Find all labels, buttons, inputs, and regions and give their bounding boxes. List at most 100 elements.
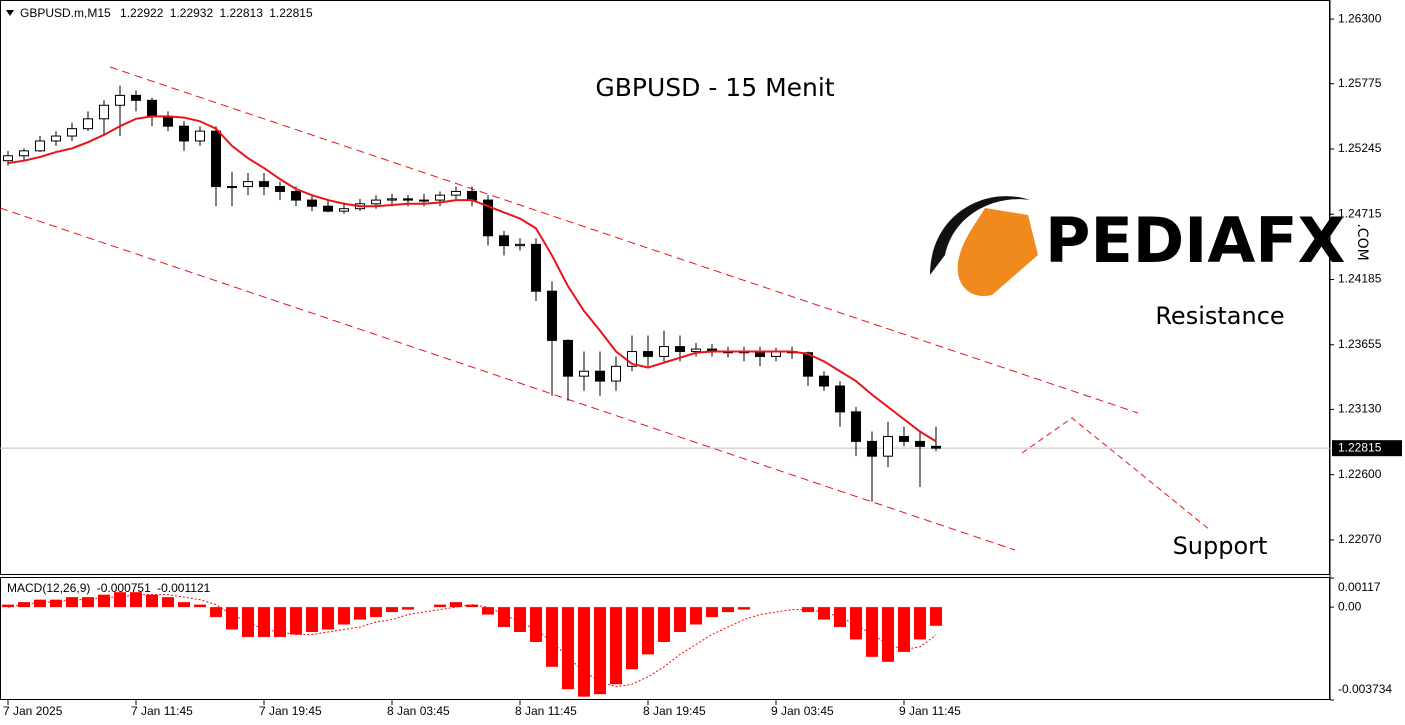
ohlc-value: 1.22922	[120, 6, 164, 20]
y-tick-label: -0.003734	[1338, 682, 1392, 696]
macd-bar	[690, 607, 702, 625]
y-tick-label: 0.00	[1338, 599, 1362, 613]
candle-body	[275, 186, 285, 192]
x-tick-label: 7 Jan 2025	[3, 704, 63, 718]
signal-line	[7, 594, 937, 688]
candle-body	[195, 130, 205, 142]
y-tick-label: 0.00117	[1338, 580, 1381, 594]
x-tick-label: 7 Jan 19:45	[259, 704, 322, 718]
candle-body	[579, 370, 589, 377]
candle-body	[867, 440, 877, 457]
macd-bar	[210, 607, 222, 618]
candle-body	[915, 440, 925, 447]
candle-body	[227, 186, 237, 189]
logo-text: PEDIAFX	[1045, 204, 1345, 277]
candle-body	[595, 370, 605, 382]
candle-body	[259, 181, 269, 188]
macd-bar	[914, 607, 926, 640]
candle-body	[243, 181, 253, 188]
macd-bar	[674, 607, 686, 632]
moving-average	[7, 115, 937, 443]
candle-body	[835, 385, 845, 413]
candle-body	[83, 118, 93, 130]
macd-bar	[642, 607, 654, 655]
annotation: Resistance	[1155, 302, 1284, 330]
macd-bar	[402, 607, 414, 610]
macd-bar	[466, 604, 478, 608]
macd-bar	[114, 592, 126, 608]
candle-body	[515, 243, 525, 247]
x-tick-label: 9 Jan 11:45	[899, 704, 961, 718]
candle-body	[339, 208, 349, 212]
candle-body	[387, 198, 397, 201]
y-tick-label: 1.24185	[1338, 272, 1382, 286]
candle-body	[67, 128, 77, 137]
macd-bar	[258, 607, 270, 637]
macd-bar	[194, 604, 206, 608]
macd-bar	[34, 599, 46, 608]
macd-bar	[498, 607, 510, 628]
candle-body	[435, 194, 445, 201]
y-tick-label: 1.25245	[1338, 141, 1382, 155]
projection-arrow	[1021, 417, 1211, 531]
candle-body	[419, 199, 429, 202]
channel-upper	[109, 66, 1139, 414]
macd-bar	[274, 607, 286, 637]
candle-body	[19, 150, 29, 157]
candle-body	[643, 351, 653, 357]
macd-bar	[898, 607, 910, 652]
price-label-bg	[1332, 440, 1402, 457]
macd-bar	[930, 607, 942, 626]
candle-body	[483, 199, 493, 237]
macd-bar	[706, 607, 718, 618]
candle-body	[371, 199, 381, 205]
macd-bar	[162, 597, 174, 608]
price-label: 1.22815	[1338, 440, 1382, 454]
channel-lower	[0, 207, 1016, 551]
annotation: Support	[1173, 532, 1268, 560]
macd-bar	[226, 607, 238, 630]
macd-bar	[626, 607, 638, 670]
signal-value: -0.001121	[157, 581, 210, 595]
candle-body	[179, 125, 189, 142]
x-tick-label: 9 Jan 03:45	[771, 704, 834, 718]
macd-bar	[738, 607, 750, 610]
candle-body	[147, 99, 157, 117]
x-tick-label: 8 Jan 19:45	[643, 704, 706, 718]
candle-body	[851, 411, 861, 442]
candle-body	[931, 445, 941, 449]
macd-bar	[562, 607, 574, 690]
macd-bar	[242, 607, 254, 637]
macd-label: MACD(12,26,9)	[7, 581, 90, 595]
macd-bar	[514, 607, 526, 632]
macd-bar	[802, 607, 814, 613]
x-tick-label: 8 Jan 03:45	[387, 704, 450, 718]
candle-body	[611, 365, 621, 382]
macd-header: MACD(12,26,9) -0.000751 -0.001121	[7, 581, 211, 595]
candle-body	[451, 190, 461, 196]
candle-body	[627, 351, 637, 367]
macd-bar	[610, 607, 622, 685]
candle-body	[563, 339, 573, 377]
macd-bar	[370, 607, 382, 618]
candle-body	[99, 104, 109, 120]
candle-body	[659, 346, 669, 357]
candle-body	[3, 155, 13, 162]
macd-bar	[722, 607, 734, 613]
candle-body	[51, 135, 61, 142]
ohlc-value: 1.22932	[170, 6, 214, 20]
macd-bar	[50, 599, 62, 608]
x-tick-label: 7 Jan 11:45	[131, 704, 193, 718]
macd-bar	[658, 607, 670, 642]
header: GBPUSD.m,M15 1.22922 1.22932 1.22813 1.2…	[20, 6, 313, 20]
collapse-icon[interactable]	[6, 10, 14, 16]
symbol: GBPUSD.m,M15	[20, 6, 111, 20]
logo-suffix: .COM	[1354, 223, 1370, 260]
macd-bar	[482, 607, 494, 615]
macd-bar	[530, 607, 542, 642]
macd-bar	[450, 602, 462, 608]
macd-bar	[882, 607, 894, 662]
candle-body	[467, 190, 477, 201]
